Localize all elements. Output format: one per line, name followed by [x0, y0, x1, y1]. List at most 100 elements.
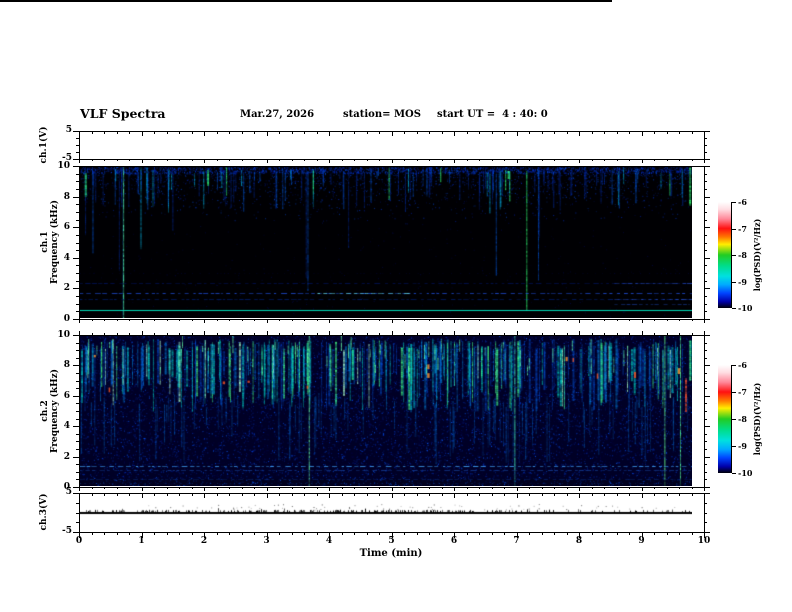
tick-mark: [179, 532, 180, 535]
tick-mark: [692, 487, 693, 489]
tick-mark: [604, 532, 605, 535]
tick-mark: [704, 138, 707, 139]
ch2-spectrogram-canvas: [80, 336, 692, 486]
ch3-voltage-ylabel: ch.3(V): [39, 493, 49, 531]
tick-mark: [704, 441, 707, 442]
tick-mark: [517, 487, 518, 491]
tick-mark: [76, 381, 79, 382]
tick-mark: [379, 532, 380, 535]
tick-mark: [554, 159, 555, 161]
tick-mark: [417, 132, 418, 134]
tick-mark: [73, 159, 79, 160]
tick-mark: [76, 265, 79, 266]
tick-mark: [529, 494, 530, 496]
tick-mark: [567, 132, 568, 134]
tick-mark: [592, 132, 593, 134]
tick-mark: [604, 487, 605, 489]
tick-mark: [142, 532, 143, 538]
tick-mark: [517, 159, 518, 163]
tick-mark: [704, 288, 710, 289]
tick-mark: [579, 159, 580, 163]
tick-mark: [342, 159, 343, 161]
tick-mark: [279, 487, 280, 489]
tick-mark: [242, 494, 243, 496]
tick-mark: [73, 288, 79, 289]
tick-mark: [692, 159, 693, 161]
tick-label: 4: [63, 253, 70, 263]
ch1-waveform-line: [0, 0, 612, 2]
tick-mark: [73, 396, 79, 397]
tick-mark: [642, 487, 643, 491]
tick-mark: [617, 319, 618, 321]
tick-mark: [429, 487, 430, 489]
tick-mark: [92, 333, 93, 335]
tick-mark: [704, 132, 705, 136]
tick-mark: [704, 281, 707, 282]
tick-mark: [92, 159, 93, 161]
ch1-voltage-ylabel: ch.1(V): [39, 126, 49, 164]
tick-mark: [129, 319, 130, 321]
tick-mark: [242, 159, 243, 161]
tick-mark: [704, 532, 705, 538]
tick-mark: [732, 473, 736, 474]
tick-mark: [479, 333, 480, 335]
tick-mark: [442, 319, 443, 321]
tick-label: 4: [63, 421, 70, 431]
tick-mark: [179, 319, 180, 321]
tick-mark: [329, 319, 330, 323]
tick-mark: [329, 532, 330, 538]
tick-mark: [73, 426, 79, 427]
tick-mark: [76, 522, 79, 523]
tick-mark: [367, 532, 368, 535]
tick-mark: [292, 532, 293, 535]
tick-mark: [667, 159, 668, 161]
tick-mark: [117, 319, 118, 321]
tick-label: 5: [388, 536, 395, 546]
tick-mark: [542, 319, 543, 321]
start-ut-label: start UT = 4 : 40: 0: [437, 109, 548, 120]
tick-mark: [642, 494, 643, 498]
tick-mark: [492, 159, 493, 161]
tick-mark: [732, 282, 736, 283]
tick-mark: [304, 159, 305, 161]
tick-mark: [79, 132, 80, 136]
tick-mark: [117, 532, 118, 535]
tick-mark: [732, 308, 736, 309]
tick-mark: [629, 494, 630, 496]
tick-mark: [704, 487, 705, 491]
tick-mark: [704, 358, 707, 359]
tick-label: -6: [738, 360, 747, 370]
tick-mark: [517, 494, 518, 498]
tick-mark: [642, 331, 643, 335]
tick-mark: [167, 487, 168, 489]
tick-mark: [142, 132, 143, 136]
tick-mark: [479, 319, 480, 321]
tick-mark: [92, 532, 93, 535]
tick-mark: [76, 503, 79, 504]
tick-mark: [92, 132, 93, 134]
tick-mark: [517, 532, 518, 538]
tick-mark: [76, 311, 79, 312]
tick-mark: [379, 159, 380, 161]
tick-label: 8: [63, 192, 70, 202]
tick-mark: [76, 464, 79, 465]
tick-mark: [732, 365, 736, 366]
tick-mark: [154, 532, 155, 535]
tick-mark: [504, 532, 505, 535]
tick-mark: [76, 138, 79, 139]
tick-mark: [567, 494, 568, 496]
tick-mark: [76, 403, 79, 404]
tick-mark: [76, 472, 79, 473]
tick-mark: [329, 487, 330, 491]
tick-label: -6: [738, 197, 747, 207]
tick-mark: [654, 532, 655, 535]
tick-mark: [542, 494, 543, 496]
tick-mark: [329, 331, 330, 335]
tick-mark: [354, 132, 355, 134]
plot-title: VLF Spectra: [80, 106, 166, 121]
tick-mark: [92, 319, 93, 321]
tick-mark: [579, 494, 580, 498]
tick-mark: [617, 487, 618, 489]
tick-mark: [667, 494, 668, 496]
tick-mark: [732, 446, 736, 447]
